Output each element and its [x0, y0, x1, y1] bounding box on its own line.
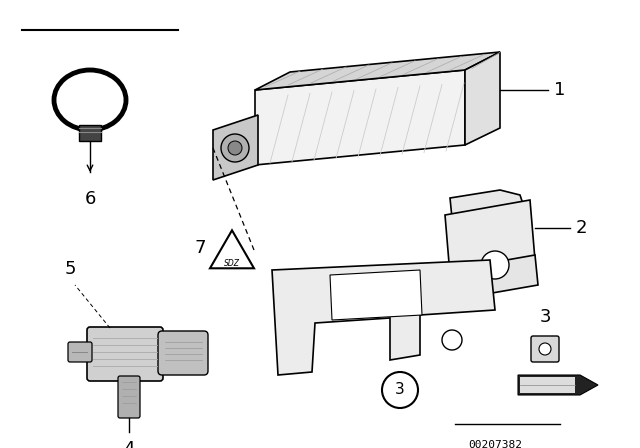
FancyBboxPatch shape	[520, 377, 575, 393]
Polygon shape	[210, 230, 254, 268]
Polygon shape	[450, 190, 525, 218]
Text: SDZ: SDZ	[224, 258, 240, 267]
Circle shape	[228, 141, 242, 155]
FancyBboxPatch shape	[87, 327, 163, 381]
Polygon shape	[272, 260, 495, 375]
Circle shape	[481, 251, 509, 279]
Polygon shape	[465, 52, 500, 145]
Circle shape	[382, 372, 418, 408]
Text: 7: 7	[195, 239, 205, 257]
Polygon shape	[330, 270, 422, 320]
FancyBboxPatch shape	[68, 342, 92, 362]
Polygon shape	[445, 200, 535, 275]
Polygon shape	[255, 52, 500, 90]
FancyBboxPatch shape	[79, 125, 101, 141]
FancyBboxPatch shape	[118, 376, 140, 418]
Text: 4: 4	[124, 440, 135, 448]
FancyBboxPatch shape	[531, 336, 559, 362]
Polygon shape	[213, 115, 258, 180]
Text: 6: 6	[84, 190, 96, 208]
Polygon shape	[255, 70, 465, 165]
Polygon shape	[518, 375, 598, 395]
Text: 3: 3	[540, 308, 551, 326]
Circle shape	[442, 330, 462, 350]
Text: 5: 5	[64, 260, 76, 278]
Text: 00207382: 00207382	[468, 440, 522, 448]
Text: 3: 3	[395, 383, 405, 397]
Circle shape	[539, 343, 551, 355]
Circle shape	[221, 134, 249, 162]
Polygon shape	[450, 255, 538, 300]
FancyBboxPatch shape	[158, 331, 208, 375]
Text: 2: 2	[576, 219, 588, 237]
Text: 1: 1	[554, 81, 565, 99]
